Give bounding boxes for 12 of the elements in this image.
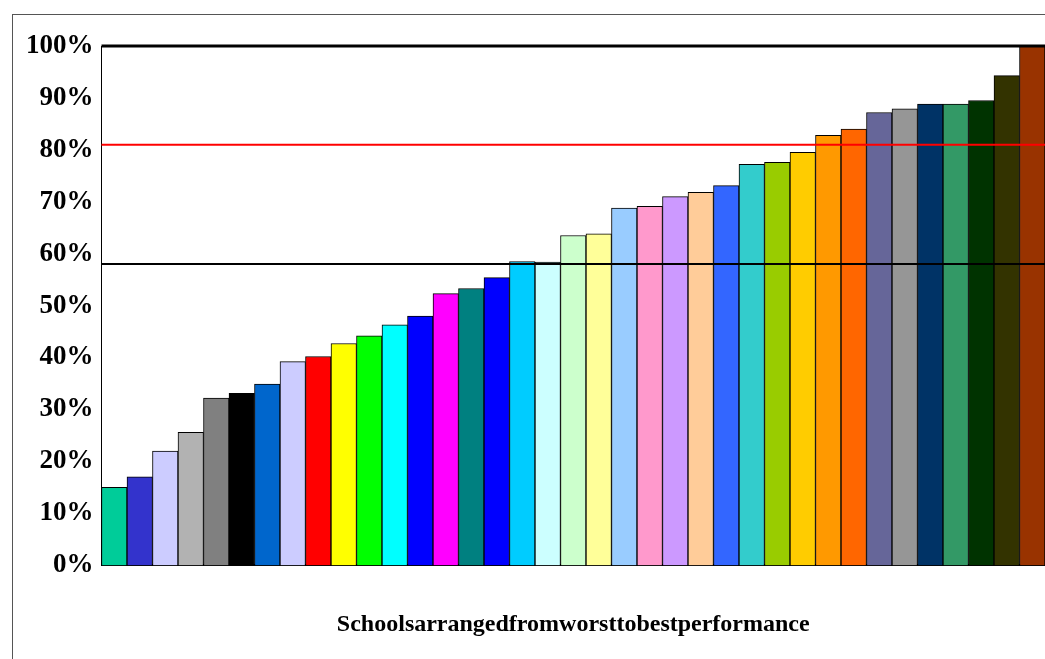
y-tick-label: 40% [39, 340, 94, 371]
y-tick-label: 0% [53, 548, 94, 579]
y-tick-label: 20% [39, 444, 94, 475]
y-tick-label: 10% [39, 496, 94, 527]
y-tick-label: 70% [39, 184, 94, 215]
y-tick-label: 80% [39, 132, 94, 163]
y-tick-label: 30% [39, 392, 94, 423]
y-tick-label: 90% [39, 80, 94, 111]
y-tick-label: 100% [26, 28, 94, 59]
x-axis-title: Schoolsarrangedfromworsttobestperformance [336, 609, 810, 636]
y-tick-label: 50% [39, 288, 94, 319]
y-tick-label: 60% [39, 236, 94, 267]
